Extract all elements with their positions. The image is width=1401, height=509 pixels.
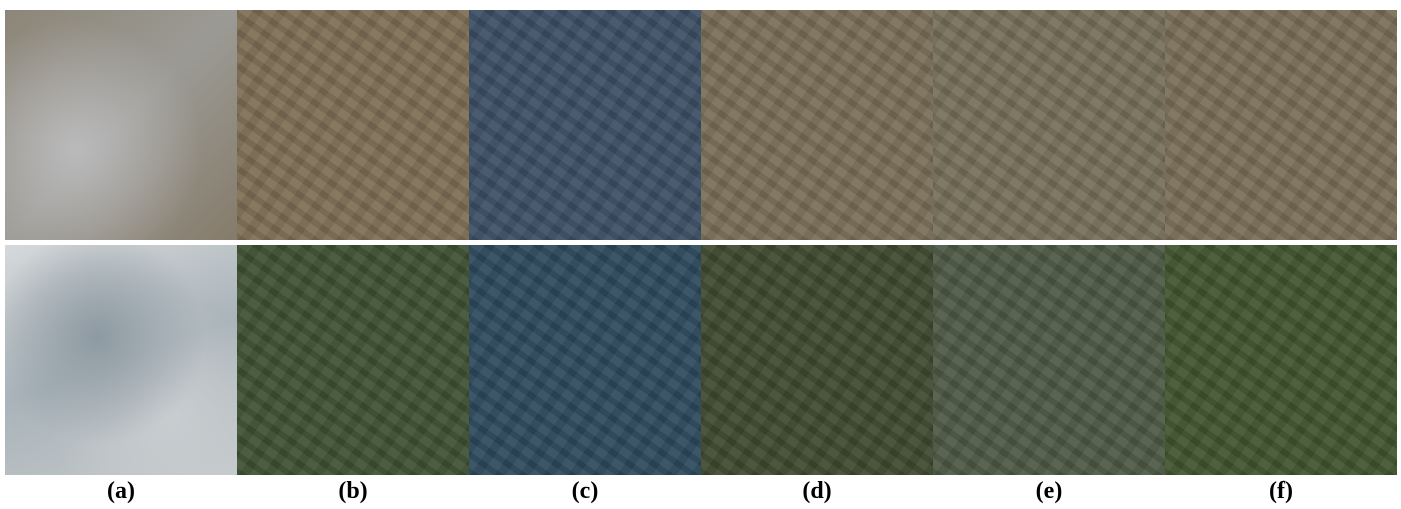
image-method-e: [933, 10, 1165, 240]
image-reference: [237, 245, 469, 475]
image-method-d: [701, 10, 933, 240]
image-method-f: [1165, 10, 1397, 240]
panel-label: (f): [1165, 478, 1397, 505]
image-method-d: [701, 245, 933, 475]
panel-label: (b): [237, 478, 469, 505]
image-reference: [237, 10, 469, 240]
panel-label: (e): [933, 478, 1165, 505]
figure: (a) (b) (c) (d) (e) (f): [0, 0, 1401, 509]
image-method-f: [1165, 245, 1397, 475]
panel-label: (d): [701, 478, 933, 505]
image-method-c: [469, 245, 701, 475]
image-cloudy-input: [5, 10, 237, 240]
panel-label: (c): [469, 478, 701, 505]
image-method-c: [469, 10, 701, 240]
panel-label: (a): [5, 478, 237, 505]
image-cloudy-input: [5, 245, 237, 475]
image-method-e: [933, 245, 1165, 475]
